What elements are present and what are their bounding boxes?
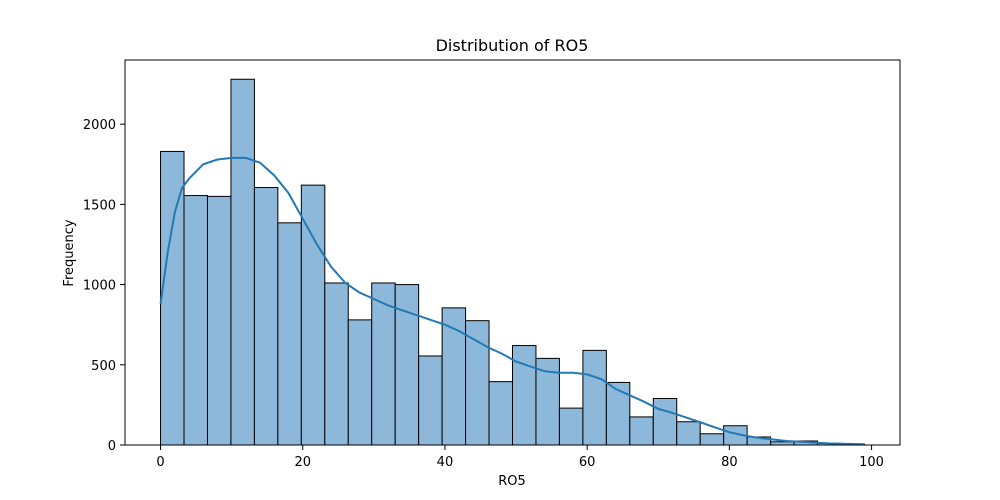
histogram-bar — [465, 320, 490, 446]
histogram-bar — [699, 433, 725, 446]
histogram-bar — [652, 397, 678, 446]
y-tick-label: 500 — [91, 359, 116, 374]
histogram-bar — [488, 381, 513, 446]
histogram-bar — [277, 222, 302, 446]
x-tick-label: 40 — [437, 455, 454, 470]
y-tick-label: 0 — [108, 439, 116, 454]
histogram-bar — [676, 421, 701, 446]
x-axis-ticks: 0 20 40 60 80 100 — [156, 445, 884, 470]
y-axis-label: Frequency — [62, 219, 77, 286]
histogram-bar — [629, 416, 654, 446]
x-tick-label: 0 — [156, 455, 164, 470]
y-tick-label: 1000 — [83, 279, 116, 294]
x-tick-label: 20 — [294, 455, 311, 470]
x-tick-label: 80 — [721, 455, 738, 470]
histogram-bar — [253, 187, 279, 446]
kde-line — [159, 156, 865, 446]
x-tick-label: 60 — [579, 455, 596, 470]
bars-group — [160, 78, 865, 446]
y-tick-label: 1500 — [83, 198, 116, 213]
y-axis-ticks: 0 500 1000 1500 2000 — [83, 118, 125, 454]
histogram-bar — [230, 78, 255, 446]
histogram-bar — [206, 195, 232, 446]
histogram-bar — [418, 355, 443, 446]
histogram-bar — [558, 407, 584, 446]
histogram-bar — [183, 195, 208, 446]
plot-frame — [124, 59, 901, 446]
x-tick-label: 100 — [859, 455, 884, 470]
histogram-bar — [605, 381, 631, 446]
histogram-bar — [324, 282, 349, 446]
histogram-bar — [582, 349, 607, 446]
chart-title: Distribution of RO5 — [436, 36, 589, 55]
histogram-bar — [347, 319, 373, 446]
y-tick-label: 2000 — [83, 118, 116, 133]
x-axis-label: RO5 — [498, 474, 526, 489]
